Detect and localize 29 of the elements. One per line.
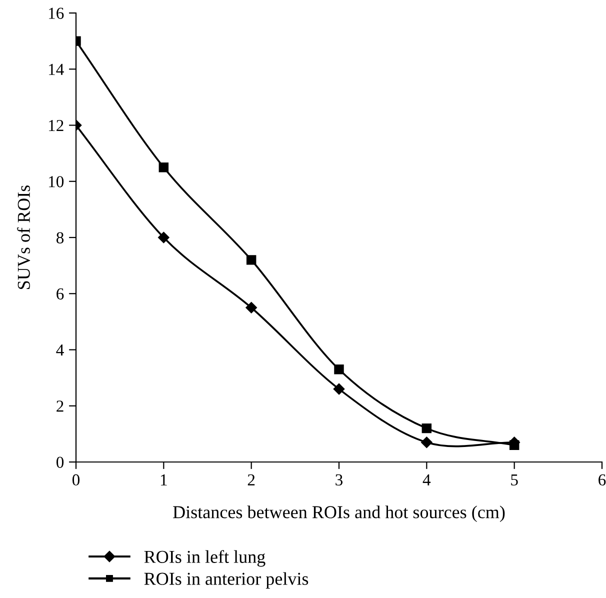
y-tick-label: 4 [56,344,64,356]
y-tick-label: 8 [56,232,64,244]
y-axis-title: SUVs of ROIs [17,185,30,289]
x-tick-label: 1 [160,474,167,486]
y-tick-label: 16 [48,8,64,19]
y-tick-label: 0 [56,456,64,468]
x-tick-label: 6 [598,474,606,486]
x-tick-label: 0 [72,474,80,486]
x-axis-title: Distances between ROIs and hot sources (cm) [173,506,505,522]
y-tick-label: 12 [48,120,64,132]
point [334,364,344,374]
y-tick-label: 10 [48,176,64,188]
point [246,255,256,265]
point [509,440,520,450]
legend-label: ROIs in anterior pelvis [144,572,308,589]
point [246,302,257,314]
point [421,436,432,448]
y-tick-label: 14 [48,64,64,75]
y-tick-label: 2 [56,400,64,412]
point [422,423,432,434]
point [158,232,170,244]
point [158,162,169,172]
point [333,383,345,395]
x-tick-label: 5 [511,474,518,486]
y-tick-label: 6 [56,288,64,300]
x-tick-label: 2 [248,474,255,486]
legend-label: ROIs in left lung [144,550,266,567]
x-tick-label: 4 [422,474,431,486]
x-tick-label: 3 [336,474,343,486]
